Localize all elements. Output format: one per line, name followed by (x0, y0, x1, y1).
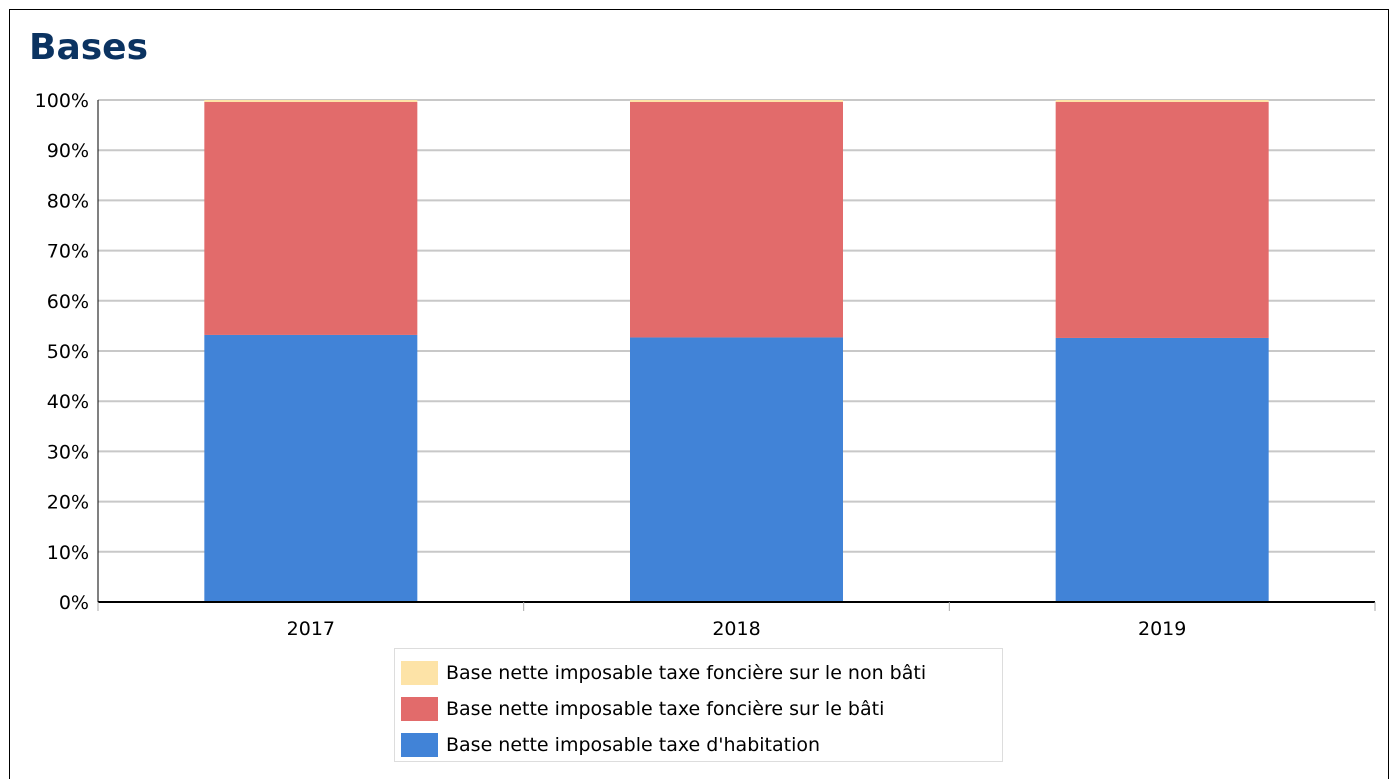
bar-segment (1055, 102, 1269, 338)
y-tick-label: 10% (47, 542, 89, 564)
x-tick-labels: 2017 2018 2019 (287, 618, 1187, 640)
chart-title: Bases (29, 27, 149, 68)
legend: Base nette imposable taxe foncière sur l… (394, 648, 1003, 762)
y-tick-label: 70% (47, 241, 89, 263)
bar-segment (1055, 337, 1269, 602)
x-tick-label: 2019 (1138, 618, 1186, 640)
y-tick-label: 30% (47, 441, 89, 463)
legend-item-non-bati[interactable]: Base nette imposable taxe foncière sur l… (401, 661, 926, 685)
y-tick-label: 100% (35, 90, 89, 112)
bar-segment (630, 337, 843, 602)
legend-label: Base nette imposable taxe foncière sur l… (446, 662, 927, 684)
bar-segment (204, 334, 418, 602)
bars (204, 100, 1269, 602)
bar-segment (204, 102, 418, 335)
legend-label: Base nette imposable taxe d'habitation (446, 734, 821, 756)
legend-swatch (401, 697, 438, 721)
y-tick-label: 0% (59, 592, 89, 614)
legend-item-habitation[interactable]: Base nette imposable taxe d'habitation (401, 733, 820, 757)
y-tick-label: 90% (47, 140, 89, 162)
bar-segment (630, 100, 843, 103)
bar-segment (630, 102, 843, 338)
y-tick-label: 20% (47, 492, 89, 514)
bar-segment (204, 100, 418, 103)
y-tick-label: 60% (47, 291, 89, 313)
y-tick-label: 40% (47, 391, 89, 413)
axes (97, 100, 1376, 611)
legend-swatch (401, 661, 438, 685)
legend-label: Base nette imposable taxe foncière sur l… (446, 698, 885, 720)
y-tick-label: 80% (47, 190, 89, 212)
legend-item-bati[interactable]: Base nette imposable taxe foncière sur l… (401, 697, 884, 721)
y-tick-label: 50% (47, 341, 89, 363)
bar-segment (1055, 100, 1269, 103)
legend-swatch (401, 733, 438, 757)
y-tick-labels: 0% 10% 20% 30% 40% 50% 60% 70% 80% 90% 100% (35, 90, 89, 614)
x-tick-label: 2017 (287, 618, 335, 640)
x-tick-label: 2018 (712, 618, 760, 640)
